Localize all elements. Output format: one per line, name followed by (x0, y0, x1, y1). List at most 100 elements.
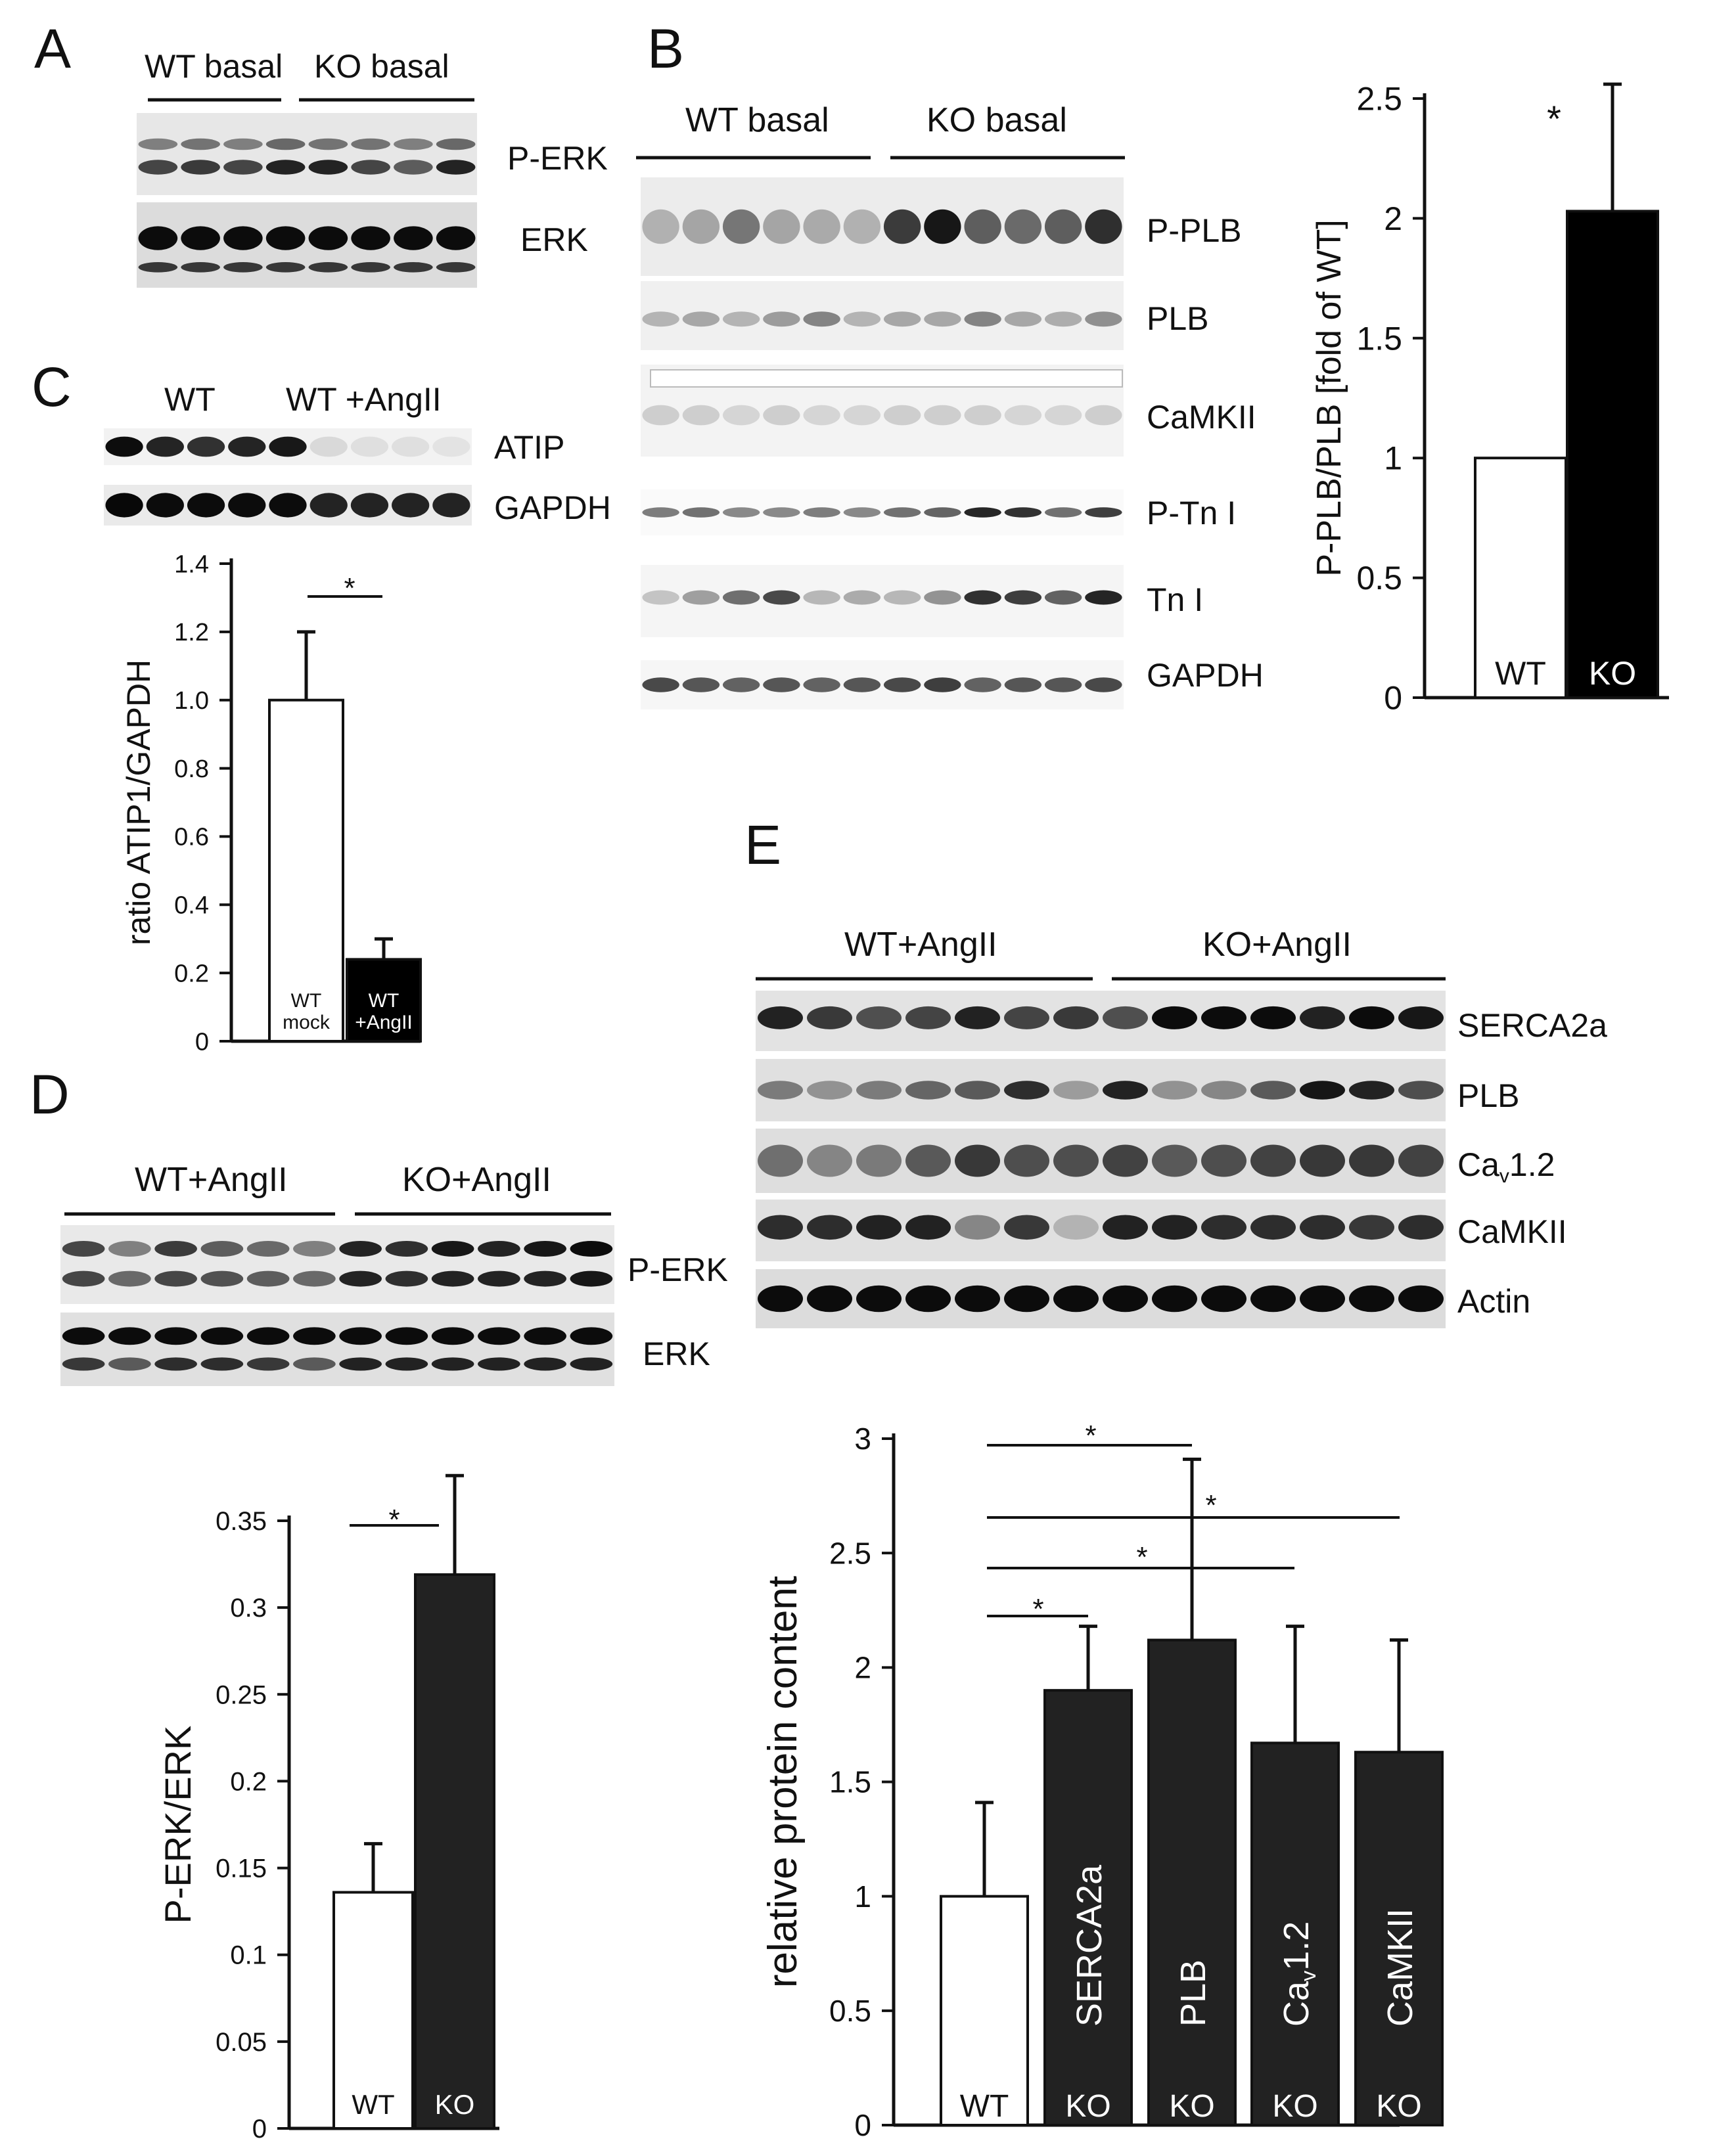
panel-e-blot-actin-band (1004, 1285, 1049, 1313)
chart-D-tick-label: 0.15 (216, 1854, 267, 1883)
panel-b-label-0: P-PLB (1147, 212, 1242, 249)
panel-a-blot-erk-band (138, 226, 178, 250)
panel-d-blot-erk-band (385, 1357, 428, 1371)
panel-b-blot-tni-band (964, 590, 1001, 605)
panel-b-blot-plb-band (1044, 311, 1082, 327)
panel-b-blot-camkii-band (642, 405, 679, 426)
panel-b-blot-tni-band (924, 590, 961, 605)
panel-d-blot-erk-band (246, 1357, 290, 1371)
chart-C-tick-label: 0.8 (174, 755, 209, 783)
chart-B-tick-label: 2.5 (1356, 81, 1402, 118)
panel-d-blot-perk-membrane (60, 1225, 614, 1304)
panel-a-blot-erk-band (351, 262, 390, 273)
panel-b-blot-tni (641, 565, 1124, 637)
panel-e-blot-cav-band (1201, 1144, 1246, 1177)
panel-a-blot-erk (137, 202, 477, 288)
panel-d-blot-perk-band (293, 1270, 336, 1287)
panel-e-blot-serca-band (1398, 1006, 1444, 1029)
panel-c-blot-gapdh-band (228, 493, 266, 518)
chart-C-category-label: WT (291, 990, 322, 1012)
chart-E-tick-label: 1 (854, 1879, 871, 1914)
panel-e-blot-plb-band (1300, 1081, 1345, 1100)
panel-d-label-erk: ERK (643, 1336, 710, 1372)
panel-a-blot-perk-band (308, 138, 348, 150)
panel-c-group-wt: WT (164, 381, 216, 418)
panel-a-blot-perk (137, 113, 477, 195)
panel-b-blot-pplb-band (843, 209, 881, 244)
panel-e-label-1: PLB (1457, 1077, 1520, 1114)
chart-E-significance-mark: * (1205, 1489, 1216, 1521)
panel-e-blot-actin-band (955, 1285, 1000, 1313)
chart-B-tick-label: 0 (1384, 680, 1402, 717)
panel-d-blot-erk-band (108, 1357, 151, 1371)
chart-E-bar (1147, 1638, 1237, 2127)
panel-b-blot-camkii-band (763, 405, 800, 426)
panel-a-blot-erk-band (223, 262, 263, 273)
chart-D-bar (332, 1891, 414, 2130)
chart-C-tick-label: 0.6 (174, 824, 209, 851)
panel-b-label-3: P-Tn I (1147, 495, 1236, 531)
panel-c-blot-gapdh-band (350, 493, 389, 518)
panel-b-blot-plb-band (883, 311, 921, 327)
panel-d-blot-erk-band (154, 1327, 197, 1345)
chart-C-tick-label: 0.2 (174, 960, 209, 987)
panel-e-blot-camkii-band (1103, 1215, 1148, 1240)
panel-letter-c: C (32, 356, 72, 418)
panel-e-blot-serca-band (1053, 1006, 1099, 1029)
panel-a-blot-perk-band (351, 160, 390, 175)
panel-b-blot-pplb-band (924, 209, 961, 244)
panel-d-blot-erk-band (293, 1357, 336, 1371)
panel-b-blot-ptni-band (1085, 507, 1122, 518)
panel-a-group-ko: KO basal (314, 48, 449, 85)
chart-C-category-label: WT (369, 990, 400, 1012)
panel-b-blot-pplb-band (803, 209, 840, 244)
panel-a-blot-erk-band (394, 262, 433, 273)
panel-d-blot-perk-band (431, 1241, 474, 1257)
chart-C: 0 0.2 0.4 0.6 0.8 1.0 1.2 1.4 ratio ATIP1/GAPDH W… (120, 550, 422, 1056)
panel-d-blot-perk-band (200, 1241, 244, 1257)
panel-letter-d: D (30, 1064, 70, 1125)
chart-B: 0 0.5 1 1.5 2 2.5 P-PLB/PLB [fold of WT] WT KO * (1310, 81, 1669, 717)
panel-c-blot-gapdh-band (146, 493, 184, 518)
panel-e-blot-serca (756, 991, 1446, 1051)
panel-e-blot-serca-band (1103, 1006, 1148, 1029)
panel-d-blot-perk-band (200, 1270, 244, 1287)
panel-a-blot-perk-band (351, 138, 390, 150)
panel-b-blot-pplb-band (722, 209, 760, 244)
panel-b-blot-ptni-band (722, 507, 760, 518)
panel-b-blot-tni-band (803, 590, 840, 605)
panel-e-blot-serca-band (856, 1006, 902, 1029)
chart-D-category-label: WT (352, 2089, 394, 2120)
chart-B-tick-label: 0.5 (1356, 560, 1402, 596)
panel-e-group-wt: WT+AngII (844, 926, 997, 964)
panel-e-blot-camkii-band (1004, 1215, 1049, 1240)
panel-b-blot-plb-band (642, 311, 679, 327)
panel-b-blot-plb-band (1004, 311, 1042, 327)
panel-e-blot-cav-band (905, 1144, 951, 1177)
panel-c-blot-atip-band (309, 436, 348, 457)
panel-e-blot-actin-band (1250, 1285, 1296, 1313)
panel-a-blot-perk-band (308, 160, 348, 175)
panel-b-blot-plb-band (924, 311, 961, 327)
panel-d-blot-perk-band (570, 1241, 613, 1257)
panel-d-blot-perk-band (339, 1241, 382, 1257)
panel-a-blot-erk-band (351, 226, 390, 250)
chart-E-significance-mark: * (1085, 1420, 1096, 1452)
panel-c-blot-gapdh (104, 485, 472, 526)
chart-D-tick-label: 0.1 (230, 1941, 267, 1970)
chart-C-category-label: mock (283, 1012, 331, 1033)
panel-e-blot-plb-band (1004, 1081, 1049, 1100)
panel-d-blot-erk-band (524, 1327, 566, 1345)
panel-e-blot-plb-band (1103, 1081, 1148, 1100)
panel-d-blot-perk-band (108, 1270, 151, 1287)
chart-E: 0 0.5 1 1.5 2 2.5 3 relative protein content WT K… (760, 1420, 1444, 2142)
panel-b-blot-tni-band (682, 590, 720, 605)
panel-b-blot-plb-band (682, 311, 720, 327)
panel-letter-a: A (34, 18, 71, 79)
chart-D-tick-label: 0.35 (216, 1507, 267, 1536)
panel-e-blot-plb-band (856, 1081, 902, 1100)
panel-d-blot-perk-band (62, 1270, 105, 1287)
panel-a-blot-erk-band (223, 226, 263, 250)
chart-E-bar-name: Cav1.2 (1277, 1921, 1320, 2027)
panel-b-blot-tni-band (883, 590, 921, 605)
